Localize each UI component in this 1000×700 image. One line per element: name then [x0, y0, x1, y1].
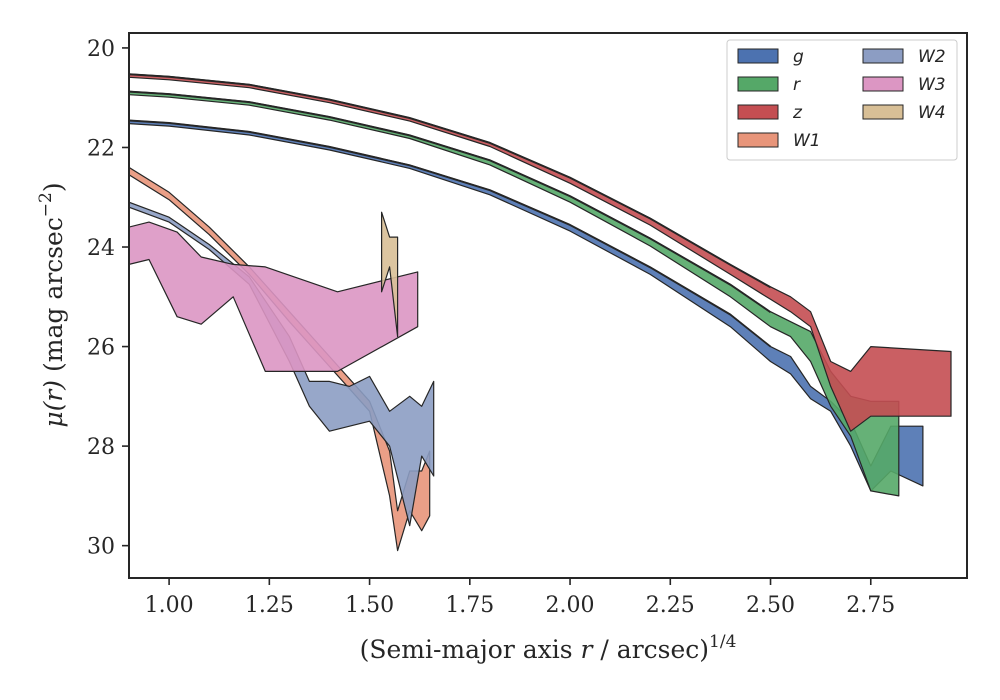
legend-label-w4: W4 — [918, 103, 946, 123]
y-tick-label: 22 — [87, 136, 115, 161]
legend-swatch-r — [737, 76, 779, 92]
legend-label-w1: W1 — [793, 131, 821, 151]
legend-swatch-w3 — [862, 76, 904, 92]
legend-swatch-z — [737, 104, 779, 120]
x-axis-ticks: 1.00 1.25 1.50 1.75 2.00 2.25 2.50 2.75 — [145, 578, 895, 618]
series-layer — [129, 73, 952, 552]
legend-label-w3: W3 — [918, 75, 946, 95]
band-w4 — [381, 211, 399, 338]
legend-label-r: r — [793, 75, 801, 95]
legend-swatch-w2 — [862, 48, 904, 64]
x-tick-label: 2.75 — [846, 593, 895, 618]
y-tick-label: 24 — [87, 236, 115, 261]
x-tick-label: 1.00 — [145, 593, 194, 618]
legend-label-w2: W2 — [918, 47, 946, 67]
x-tick-label: 2.50 — [746, 593, 795, 618]
legend-frame — [726, 39, 958, 161]
model-line-1 — [129, 73, 771, 289]
y-tick-label: 30 — [87, 535, 115, 560]
x-tick-label: 2.25 — [646, 593, 695, 618]
y-axis-label: μ(r) (mag arcsec−2) — [36, 182, 68, 427]
legend-swatch-w1 — [737, 132, 779, 148]
y-axis-ticks: 20 22 24 26 28 30 — [87, 37, 129, 560]
y-tick-label: 20 — [87, 37, 115, 62]
legend: grz W1 W2 W3 W4 — [726, 39, 958, 161]
x-tick-label: 1.75 — [445, 593, 494, 618]
legend-swatch-g — [737, 48, 779, 64]
model-line-2 — [129, 90, 772, 313]
x-axis-label: (Semi-major axis r / arcsec)1/4 — [360, 632, 737, 664]
legend-label-z: z — [792, 103, 803, 123]
x-tick-label: 1.25 — [245, 593, 294, 618]
plot-frame — [128, 32, 968, 579]
y-tick-label: 26 — [87, 336, 115, 361]
y-tick-label: 28 — [87, 435, 115, 460]
model-line-3 — [129, 119, 772, 348]
x-tick-label: 2.00 — [546, 593, 595, 618]
legend-label-g: g — [793, 47, 804, 67]
x-tick-label: 1.50 — [345, 593, 394, 618]
band-w3 — [129, 221, 419, 372]
legend-swatch-w4 — [862, 104, 904, 120]
